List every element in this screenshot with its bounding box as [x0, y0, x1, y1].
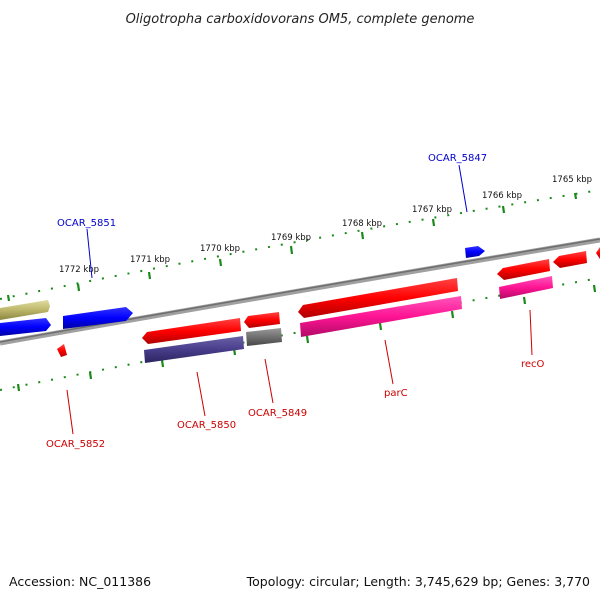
leader-lines [66, 164, 533, 435]
tick-label-1768: 1768 kbp [342, 219, 382, 229]
gene-parc-red[interactable] [298, 278, 458, 318]
major-ticks [6, 192, 578, 302]
tick-label-1772: 1772 kbp [59, 265, 99, 275]
forward-genes [0, 246, 485, 336]
tick-label-1767: 1767 kbp [412, 205, 452, 215]
tick-label-1769: 1769 kbp [271, 233, 311, 243]
ocar-5850-label[interactable]: OCAR_5850 [177, 420, 236, 431]
gene-reco[interactable] [499, 276, 553, 299]
tick-label-1770: 1770 kbp [200, 244, 240, 254]
gene-parc[interactable] [300, 296, 462, 337]
gene-ocar-5847[interactable] [465, 246, 485, 258]
gene-ocar-5852[interactable] [57, 344, 67, 357]
ocar-5851-label[interactable]: OCAR_5851 [57, 218, 116, 229]
ocar-5849-label[interactable]: OCAR_5849 [248, 408, 307, 419]
ocar-5852-label[interactable]: OCAR_5852 [46, 439, 105, 450]
map-title: Oligotropha carboxidovorans OM5, complet… [126, 12, 475, 27]
genome-summary-text: Topology: circular; Length: 3,745,629 bp… [246, 574, 590, 589]
tick-label-1765: 1765 kbp [552, 175, 592, 185]
reco-label[interactable]: recO [521, 359, 545, 370]
gene-ocar-5849[interactable] [246, 328, 282, 346]
gene-ocar-5850[interactable] [144, 336, 244, 363]
accession-text: Accession: NC_011386 [9, 574, 151, 589]
gene-red-right-1[interactable] [553, 251, 587, 268]
gene-ocar-5851[interactable] [63, 307, 133, 329]
outer-tick-ring [0, 189, 600, 300]
gene-red-small[interactable] [244, 312, 280, 328]
gene-red-right-2[interactable] [596, 247, 600, 259]
tick-label-1771: 1771 kbp [130, 255, 170, 265]
genome-backbone [0, 237, 600, 346]
parc-label[interactable]: parC [384, 388, 408, 399]
gene-khaki-left[interactable] [0, 300, 50, 320]
gene-reco-red[interactable] [497, 259, 550, 280]
tick-label-1766: 1766 kbp [482, 191, 522, 201]
reverse-genes [57, 247, 600, 363]
gene-blue-left[interactable] [0, 318, 51, 336]
ocar-5847-label[interactable]: OCAR_5847 [428, 153, 487, 164]
gene-ocar-5850-red[interactable] [142, 318, 241, 344]
